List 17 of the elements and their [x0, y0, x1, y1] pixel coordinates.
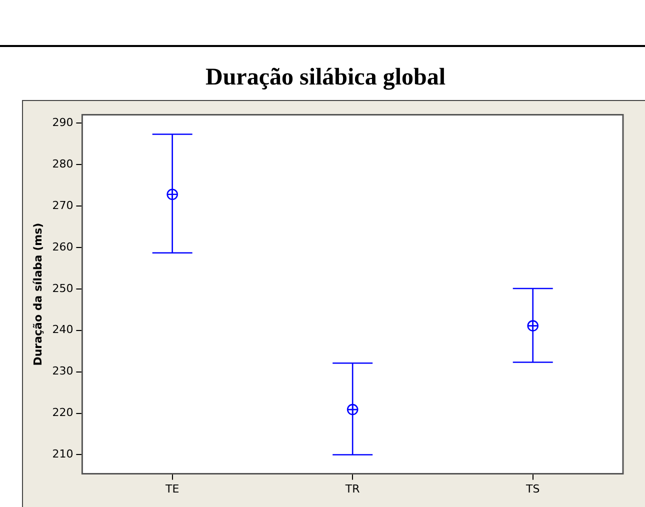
y-tick-label: 230 — [52, 364, 74, 378]
y-tick-label: 210 — [52, 448, 74, 461]
y-tick-label: 250 — [52, 282, 74, 295]
point — [166, 188, 178, 200]
point — [346, 404, 358, 416]
y-tick-label: 260 — [52, 240, 74, 254]
x-tick-label: TE — [164, 482, 180, 496]
y-tick-label: 290 — [52, 116, 74, 129]
point — [527, 320, 539, 332]
x-tick-label: TS — [525, 482, 540, 496]
y-tick-label: 270 — [52, 198, 74, 212]
y-tick-label: 220 — [52, 406, 74, 420]
chart-title: Duração silábica global — [205, 64, 446, 91]
y-tick-label: 240 — [52, 323, 74, 336]
y-axis-title: Duração da sílaba (ms) — [31, 222, 44, 366]
y-tick-label: 280 — [52, 157, 74, 170]
x-tick-label: TR — [344, 482, 360, 496]
